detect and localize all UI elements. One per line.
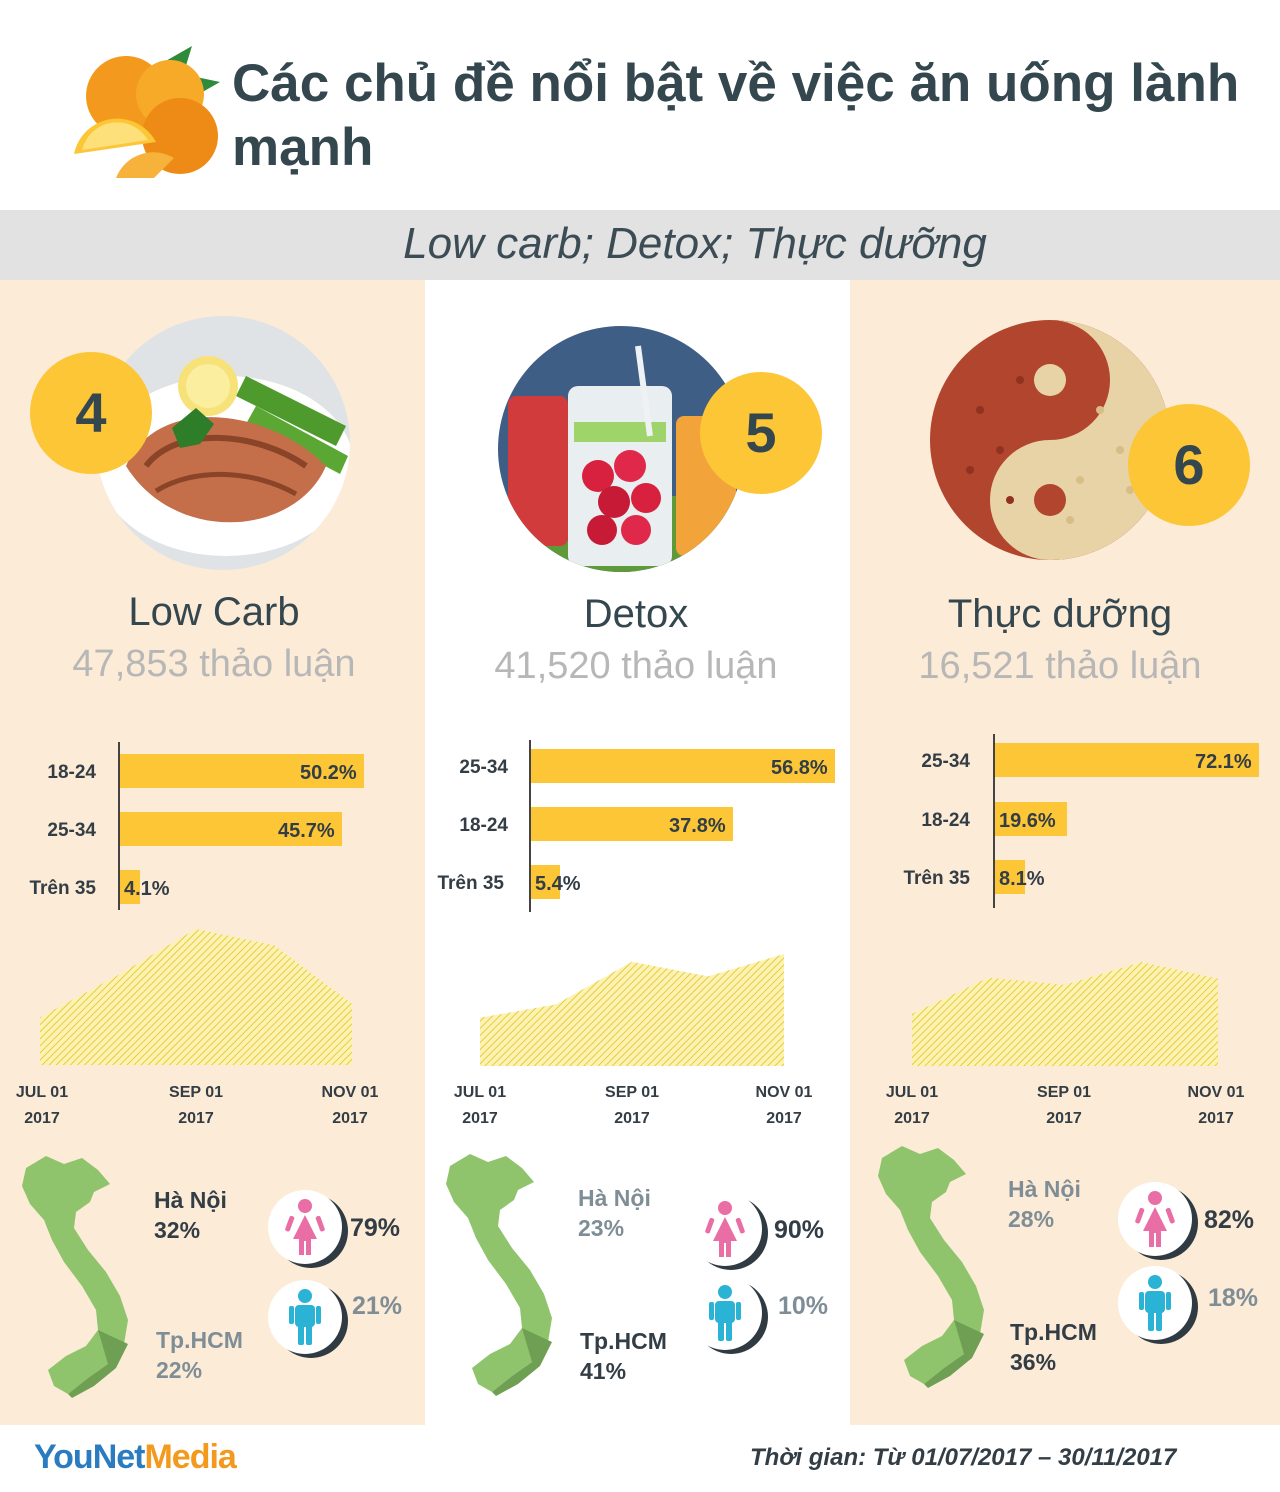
- trend-area: [480, 954, 784, 1066]
- trend-area-chart: [40, 929, 352, 1065]
- bar-axis: [993, 734, 995, 908]
- trend-area: [40, 929, 352, 1065]
- x-tick-label: JUL 01 2017: [453, 1084, 507, 1127]
- bar-value-label: 4.1%: [124, 878, 170, 900]
- female-badge: [1118, 1182, 1192, 1256]
- trend-area-chart: [480, 954, 784, 1066]
- subtitle-bar: [0, 210, 1280, 280]
- age-bar: [995, 743, 1259, 777]
- region-hanoi: Hà Nội 32%: [154, 1187, 227, 1243]
- bar-value-label: 37.8%: [669, 815, 726, 837]
- age-bar: [120, 754, 364, 788]
- age-bar: [120, 812, 342, 846]
- male-badge: [268, 1280, 342, 1354]
- bar-category-label: 18-24: [47, 762, 96, 783]
- x-tick-label: SEP 01 2017: [169, 1084, 223, 1127]
- bar-category-label: Trên 35: [29, 878, 96, 899]
- male-icon: [289, 1289, 321, 1345]
- yin-yang-grains-photo: [930, 320, 1170, 560]
- topic-name: Low Carb: [128, 590, 300, 634]
- younet-media-logo: YouNetMedia: [34, 1438, 237, 1476]
- region-hcm: Tp.HCM 22%: [156, 1327, 243, 1383]
- bar-value-label: 50.2%: [300, 762, 357, 784]
- bar-value-label: 72.1%: [1195, 751, 1252, 773]
- region-hanoi: Hà Nội 28%: [1008, 1176, 1081, 1232]
- x-tick-label: JUL 01 2017: [15, 1084, 69, 1127]
- male-percent: 18%: [1208, 1284, 1259, 1312]
- age-bar: [995, 860, 1025, 894]
- x-tick-label: SEP 01 2017: [1037, 1084, 1091, 1127]
- subtitle: Low carb; Detox; Thực dưỡng: [403, 219, 987, 268]
- trend-area-chart: [912, 962, 1218, 1066]
- female-icon: [285, 1199, 325, 1255]
- bar-value-label: 45.7%: [278, 820, 335, 842]
- topic-discussion-count: 16,521 thảo luận: [918, 645, 1202, 687]
- female-icon: [1135, 1191, 1175, 1247]
- bar-category-label: 25-34: [459, 757, 508, 778]
- male-badge: [688, 1276, 762, 1350]
- male-percent: 21%: [352, 1292, 403, 1320]
- x-tick-label: NOV 01 2017: [321, 1084, 379, 1127]
- age-bar: [531, 749, 835, 783]
- date-range-note: Thời gian: Từ 01/07/2017 – 30/11/2017: [750, 1444, 1177, 1471]
- bar-value-label: 8.1%: [999, 868, 1045, 890]
- x-tick-label: JUL 01 2017: [885, 1084, 939, 1127]
- female-percent: 90%: [774, 1216, 825, 1244]
- page-title: Các chủ đề nổi bật về việc ăn uống lành …: [232, 54, 1240, 177]
- rank-badge-5: 5: [700, 372, 822, 494]
- region-hanoi: Hà Nội 23%: [578, 1185, 651, 1241]
- vietnam-map-icon: [440, 1148, 590, 1398]
- region-hcm: Tp.HCM 36%: [1010, 1319, 1097, 1375]
- female-percent: 82%: [1204, 1206, 1255, 1234]
- male-badge: [1118, 1266, 1192, 1340]
- female-percent: 79%: [350, 1214, 401, 1242]
- topic-discussion-count: 47,853 thảo luận: [72, 643, 356, 685]
- vietnam-map-icon: [16, 1150, 166, 1400]
- topic-name: Thực dưỡng: [947, 592, 1173, 636]
- bar-category-label: 25-34: [47, 820, 96, 841]
- oranges-icon: [74, 46, 220, 178]
- male-icon: [1139, 1275, 1171, 1331]
- bar-axis: [118, 742, 120, 910]
- rank-badge-6: 6: [1128, 404, 1250, 526]
- detox-drinks-photo: [498, 326, 744, 572]
- x-tick-label: NOV 01 2017: [755, 1084, 813, 1127]
- male-icon: [709, 1285, 741, 1341]
- bar-category-label: Trên 35: [903, 868, 970, 889]
- bar-axis: [529, 740, 531, 912]
- x-tick-label: SEP 01 2017: [605, 1084, 659, 1127]
- male-percent: 10%: [778, 1292, 829, 1320]
- trend-area: [912, 962, 1218, 1066]
- female-badge: [688, 1192, 762, 1266]
- region-hcm: Tp.HCM 41%: [580, 1328, 667, 1384]
- female-icon: [705, 1201, 745, 1257]
- bar-category-label: Trên 35: [437, 873, 504, 894]
- rank-badge-4: 4: [30, 352, 152, 474]
- age-bar: [120, 870, 140, 904]
- age-bar: [531, 865, 560, 899]
- bar-category-label: 18-24: [921, 810, 970, 831]
- age-bar: [531, 807, 733, 841]
- topic-discussion-count: 41,520 thảo luận: [494, 645, 778, 687]
- topic-name: Detox: [583, 592, 689, 636]
- bar-value-label: 19.6%: [999, 810, 1056, 832]
- bar-value-label: 5.4%: [535, 873, 581, 895]
- bar-category-label: 25-34: [921, 751, 970, 772]
- bar-category-label: 18-24: [459, 815, 508, 836]
- bar-value-label: 56.8%: [771, 757, 828, 779]
- x-tick-label: NOV 01 2017: [1187, 1084, 1245, 1127]
- female-badge: [268, 1190, 342, 1264]
- vietnam-map-icon: [872, 1140, 1022, 1390]
- age-bar: [995, 802, 1067, 836]
